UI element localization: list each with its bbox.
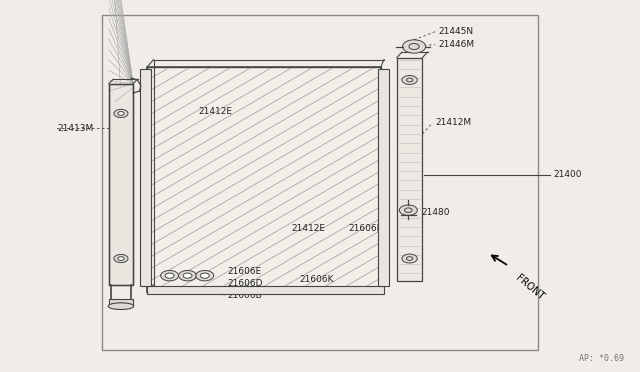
Text: 21445N: 21445N: [438, 27, 474, 36]
Text: 21413M: 21413M: [58, 124, 94, 133]
Polygon shape: [109, 84, 133, 285]
Text: FRONT: FRONT: [514, 273, 546, 302]
Polygon shape: [147, 286, 384, 294]
Circle shape: [404, 208, 412, 212]
Circle shape: [118, 112, 124, 115]
Text: 21606EA: 21606EA: [349, 224, 389, 233]
Circle shape: [402, 76, 417, 84]
Text: 21412E: 21412E: [291, 224, 325, 233]
Text: 21606K: 21606K: [300, 275, 334, 283]
Text: 21606B: 21606B: [227, 291, 262, 300]
Polygon shape: [109, 299, 133, 306]
Polygon shape: [147, 67, 381, 292]
Circle shape: [406, 78, 413, 82]
Text: 21606E: 21606E: [227, 267, 262, 276]
Text: 21446M: 21446M: [438, 40, 474, 49]
Circle shape: [183, 273, 192, 278]
Text: 21412M: 21412M: [435, 118, 471, 127]
Ellipse shape: [108, 303, 134, 310]
Circle shape: [399, 205, 417, 215]
Circle shape: [196, 270, 214, 281]
Circle shape: [114, 109, 128, 118]
Text: 21606D: 21606D: [227, 279, 262, 288]
Circle shape: [402, 254, 417, 263]
Text: 21412E: 21412E: [198, 107, 232, 116]
Circle shape: [161, 270, 179, 281]
Circle shape: [403, 40, 426, 53]
Circle shape: [114, 254, 128, 263]
Circle shape: [118, 257, 124, 260]
Circle shape: [179, 270, 196, 281]
Polygon shape: [397, 58, 422, 281]
Circle shape: [200, 273, 209, 278]
Circle shape: [165, 273, 174, 278]
Bar: [102, 15, 538, 350]
Text: 21480: 21480: [421, 208, 450, 217]
Circle shape: [406, 257, 413, 260]
Polygon shape: [140, 69, 151, 286]
Text: 21400: 21400: [554, 170, 582, 179]
Polygon shape: [378, 69, 389, 286]
Text: AP: *0.69: AP: *0.69: [579, 354, 624, 363]
Circle shape: [409, 44, 419, 49]
